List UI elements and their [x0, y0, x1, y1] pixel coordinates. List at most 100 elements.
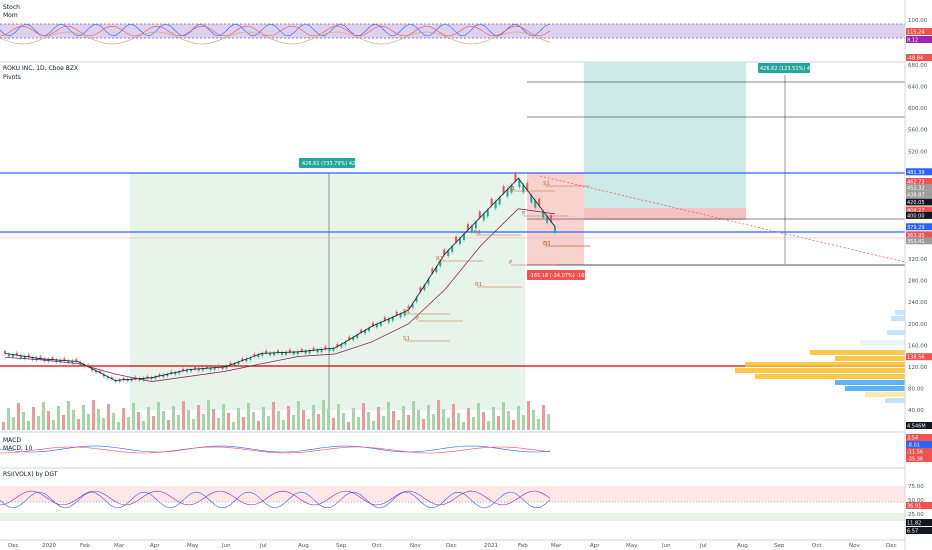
- candle: [439, 261, 442, 267]
- candle: [280, 352, 283, 355]
- macd-tag-bg: [906, 434, 932, 441]
- candle: [379, 322, 382, 326]
- stoch-label: Stoch: [3, 4, 20, 11]
- pivot-label: P: [416, 316, 420, 322]
- candle: [241, 358, 244, 361]
- volume-bar: [187, 410, 190, 430]
- volume-bar: [417, 410, 420, 430]
- volume-bar: [177, 415, 180, 430]
- volume-bar: [332, 418, 335, 430]
- projection-line: [539, 175, 906, 263]
- candle: [482, 213, 485, 221]
- svg-text:-165.18 (-34.07%) -16518: -165.18 (-34.07%) -16518: [529, 273, 594, 279]
- candle: [71, 361, 74, 364]
- candle: [257, 354, 260, 357]
- volume-bar: [357, 417, 360, 430]
- measure-label-2: 426.62 (123.51%) 42665: [758, 63, 823, 73]
- candle: [554, 226, 556, 233]
- candle: [23, 356, 26, 359]
- price-tick: 600.00: [908, 106, 928, 112]
- volume-bar: [152, 416, 155, 430]
- candle: [514, 173, 517, 182]
- volume-bar: [412, 401, 415, 430]
- volume-bar: [42, 402, 45, 430]
- candle: [110, 377, 113, 379]
- volume-bar: [492, 407, 495, 430]
- candle: [308, 350, 311, 354]
- candle: [186, 369, 189, 372]
- volume-bar: [482, 412, 485, 430]
- macd-tag: -11.56: [907, 450, 923, 456]
- stoch-k-line: [0, 23, 551, 37]
- price-tag-bg: [906, 231, 932, 239]
- volume-bar: [432, 414, 435, 430]
- measure-label-1: 426.61 (733.79%) 42665: [299, 158, 365, 168]
- volume-profile-bar: [895, 310, 905, 315]
- candle: [459, 238, 462, 244]
- volume-bar: [237, 408, 240, 430]
- svg-text:426.62 (123.51%) 42665: 426.62 (123.51%) 42665: [760, 66, 823, 72]
- x-tick: May: [187, 543, 199, 549]
- pivots-label: Pivots: [3, 74, 21, 81]
- candle: [336, 344, 339, 347]
- candle: [95, 370, 98, 373]
- volume-bar: [402, 406, 405, 430]
- rsi-tag: 11.82: [907, 521, 921, 527]
- pivot-label: S1: [543, 181, 550, 187]
- volume-bar: [297, 401, 300, 430]
- volume-bar: [217, 418, 220, 430]
- price-tick: 680.00: [908, 63, 928, 69]
- candle: [118, 380, 121, 382]
- candle: [193, 367, 196, 370]
- candle: [340, 344, 343, 347]
- price-tag: 462.73: [907, 179, 925, 185]
- candle: [474, 221, 477, 229]
- price-tag: 138.56: [907, 355, 925, 361]
- rsi-label: RSI(VOLX) by DGT: [3, 471, 58, 478]
- volume-tag-bg: [906, 422, 932, 429]
- macd-tag: 3.54: [907, 436, 918, 442]
- candle: [106, 376, 109, 379]
- candle: [447, 250, 450, 256]
- volume-bar: [437, 400, 440, 430]
- candle: [217, 365, 220, 368]
- volume-bar: [7, 408, 10, 430]
- candle: [158, 374, 161, 376]
- candle: [368, 327, 371, 332]
- volume-bar: [347, 422, 350, 430]
- candle: [304, 351, 307, 354]
- volume-bar: [427, 405, 430, 430]
- candle: [498, 197, 501, 205]
- candle: [526, 182, 529, 191]
- candle: [470, 225, 473, 233]
- x-tick: Aug: [737, 543, 748, 549]
- candle: [201, 368, 204, 371]
- candle: [269, 353, 272, 356]
- pivot-label: R1: [403, 309, 410, 315]
- candle: [415, 297, 418, 302]
- price-tag: 379.29: [907, 225, 925, 231]
- macd-sub-label: MACD, 10: [3, 445, 33, 452]
- candle: [292, 351, 295, 355]
- x-tick: Oct: [812, 543, 822, 549]
- candle: [360, 329, 363, 333]
- volume-bar: [397, 420, 400, 430]
- volume-bar: [182, 401, 185, 430]
- pivot-label: S1: [544, 241, 551, 247]
- price-tick: 120.00: [908, 365, 928, 371]
- volume-bar: [82, 405, 85, 430]
- candle: [332, 348, 335, 351]
- candle: [403, 311, 406, 316]
- volume-bar: [122, 408, 125, 430]
- volume-bar: [102, 418, 105, 430]
- candle: [490, 198, 493, 206]
- x-tick: Dec: [446, 543, 457, 549]
- mom-tag-bg: [906, 54, 932, 61]
- rsi-tag: 36.91: [907, 504, 921, 510]
- candle: [126, 379, 129, 381]
- volume-profile-bar: [845, 386, 905, 391]
- candle: [253, 353, 256, 357]
- x-tick: Aug: [298, 543, 309, 549]
- volume-bar: [127, 417, 130, 430]
